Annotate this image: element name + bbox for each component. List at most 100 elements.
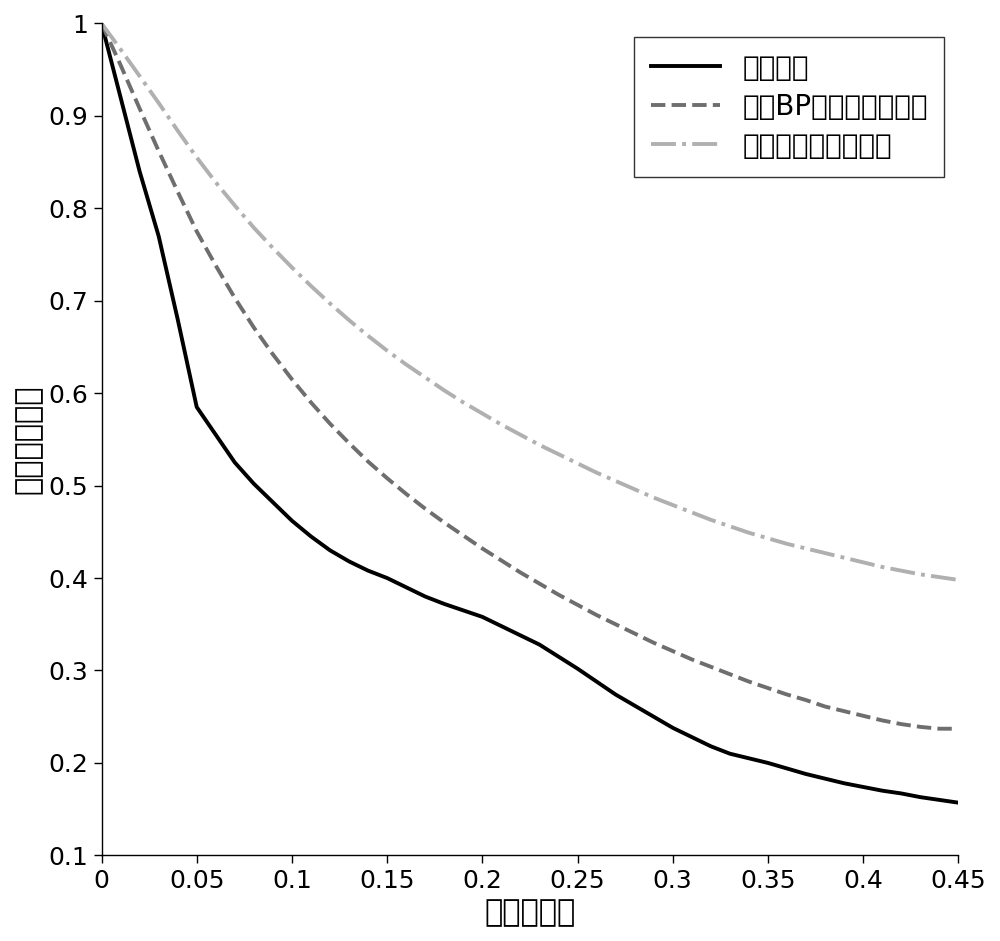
本文算法 (667, 722, 679, 733)
本文算法 (381, 572, 393, 583)
部分协作式多层缓存 (419, 372, 431, 383)
部分协作式多层缓存 (457, 397, 469, 408)
本文算法 (591, 676, 603, 687)
基于BP算法的单层缓存 (533, 578, 545, 589)
部分协作式多层缓存 (324, 298, 336, 310)
部分协作式多层缓存 (495, 419, 507, 430)
本文算法 (514, 630, 526, 641)
基于BP算法的单层缓存 (610, 618, 622, 630)
本文算法 (857, 781, 869, 792)
部分协作式多层缓存 (533, 439, 545, 451)
部分协作式多层缓存 (914, 568, 926, 580)
部分协作式多层缓存 (229, 199, 241, 211)
本文算法 (362, 565, 374, 576)
基于BP算法的单层缓存 (305, 397, 317, 408)
部分协作式多层缓存 (838, 552, 850, 564)
部分协作式多层缓存 (705, 514, 717, 525)
本文算法 (781, 763, 793, 774)
部分协作式多层缓存 (191, 152, 203, 163)
基于BP算法的单层缓存 (381, 472, 393, 484)
本文算法 (191, 402, 203, 413)
基于BP算法的单层缓存 (267, 349, 279, 360)
基于BP算法的单层缓存 (495, 555, 507, 566)
部分协作式多层缓存 (514, 429, 526, 440)
部分协作式多层缓存 (876, 561, 888, 572)
本文算法 (572, 663, 584, 675)
基于BP算法的单层缓存 (686, 654, 698, 665)
本文算法 (324, 545, 336, 556)
部分协作式多层缓存 (591, 467, 603, 478)
基于BP算法的单层缓存 (914, 721, 926, 732)
基于BP算法的单层缓存 (172, 186, 184, 198)
Legend: 本文算法, 基于BP算法的单层缓存, 部分协作式多层缓存: 本文算法, 基于BP算法的单层缓存, 部分协作式多层缓存 (634, 38, 944, 177)
部分协作式多层缓存 (629, 484, 641, 495)
本文算法 (895, 788, 907, 799)
本文算法 (762, 758, 774, 769)
本文算法 (343, 556, 355, 567)
本文算法 (210, 429, 222, 440)
部分协作式多层缓存 (172, 125, 184, 136)
部分协作式多层缓存 (572, 457, 584, 469)
本文算法 (438, 598, 450, 610)
基于BP算法的单层缓存 (362, 456, 374, 468)
基于BP算法的单层缓存 (952, 723, 964, 734)
本文算法 (800, 769, 812, 780)
基于BP算法的单层缓存 (153, 145, 165, 156)
部分协作式多层缓存 (134, 71, 146, 82)
部分协作式多层缓存 (248, 222, 260, 233)
本文算法 (552, 651, 564, 662)
部分协作式多层缓存 (476, 407, 488, 419)
本文算法 (400, 582, 412, 593)
基于BP算法的单层缓存 (895, 718, 907, 729)
本文算法 (248, 478, 260, 489)
本文算法 (648, 711, 660, 723)
基于BP算法的单层缓存 (933, 723, 945, 734)
部分协作式多层缓存 (210, 177, 222, 188)
基于BP算法的单层缓存 (191, 226, 203, 237)
部分协作式多层缓存 (857, 557, 869, 568)
本文算法 (286, 515, 298, 526)
基于BP算法的单层缓存 (743, 676, 755, 687)
部分协作式多层缓存 (400, 359, 412, 370)
本文算法 (743, 753, 755, 764)
基于BP算法的单层缓存 (286, 374, 298, 385)
基于BP算法的单层缓存 (591, 610, 603, 621)
基于BP算法的单层缓存 (229, 293, 241, 304)
本文算法 (96, 18, 108, 29)
基于BP算法的单层缓存 (96, 18, 108, 29)
本文算法 (705, 741, 717, 752)
本文算法 (229, 456, 241, 468)
基于BP算法的单层缓存 (343, 438, 355, 449)
部分协作式多层缓存 (667, 500, 679, 511)
本文算法 (933, 794, 945, 805)
部分协作式多层缓存 (96, 18, 108, 29)
本文算法 (134, 166, 146, 177)
本文算法 (533, 639, 545, 650)
基于BP算法的单层缓存 (648, 637, 660, 648)
基于BP算法的单层缓存 (800, 694, 812, 706)
基于BP算法的单层缓存 (419, 503, 431, 515)
本文算法 (305, 531, 317, 542)
本文算法 (724, 748, 736, 759)
基于BP算法的单层缓存 (514, 566, 526, 578)
部分协作式多层缓存 (648, 492, 660, 503)
Y-axis label: 后传链路负载: 后传链路负载 (14, 385, 43, 494)
部分协作式多层缓存 (362, 330, 374, 342)
基于BP算法的单层缓存 (667, 646, 679, 657)
部分协作式多层缓存 (952, 574, 964, 585)
本文算法 (115, 91, 127, 103)
本文算法 (819, 773, 831, 784)
部分协作式多层缓存 (552, 449, 564, 460)
本文算法 (172, 313, 184, 325)
本文算法 (495, 620, 507, 631)
部分协作式多层缓存 (381, 345, 393, 357)
部分协作式多层缓存 (686, 507, 698, 518)
基于BP算法的单层缓存 (115, 59, 127, 71)
基于BP算法的单层缓存 (572, 599, 584, 611)
基于BP算法的单层缓存 (838, 706, 850, 717)
本文算法 (153, 231, 165, 242)
部分协作式多层缓存 (305, 280, 317, 292)
基于BP算法的单层缓存 (134, 103, 146, 114)
部分协作式多层缓存 (724, 520, 736, 532)
本文算法 (419, 591, 431, 602)
